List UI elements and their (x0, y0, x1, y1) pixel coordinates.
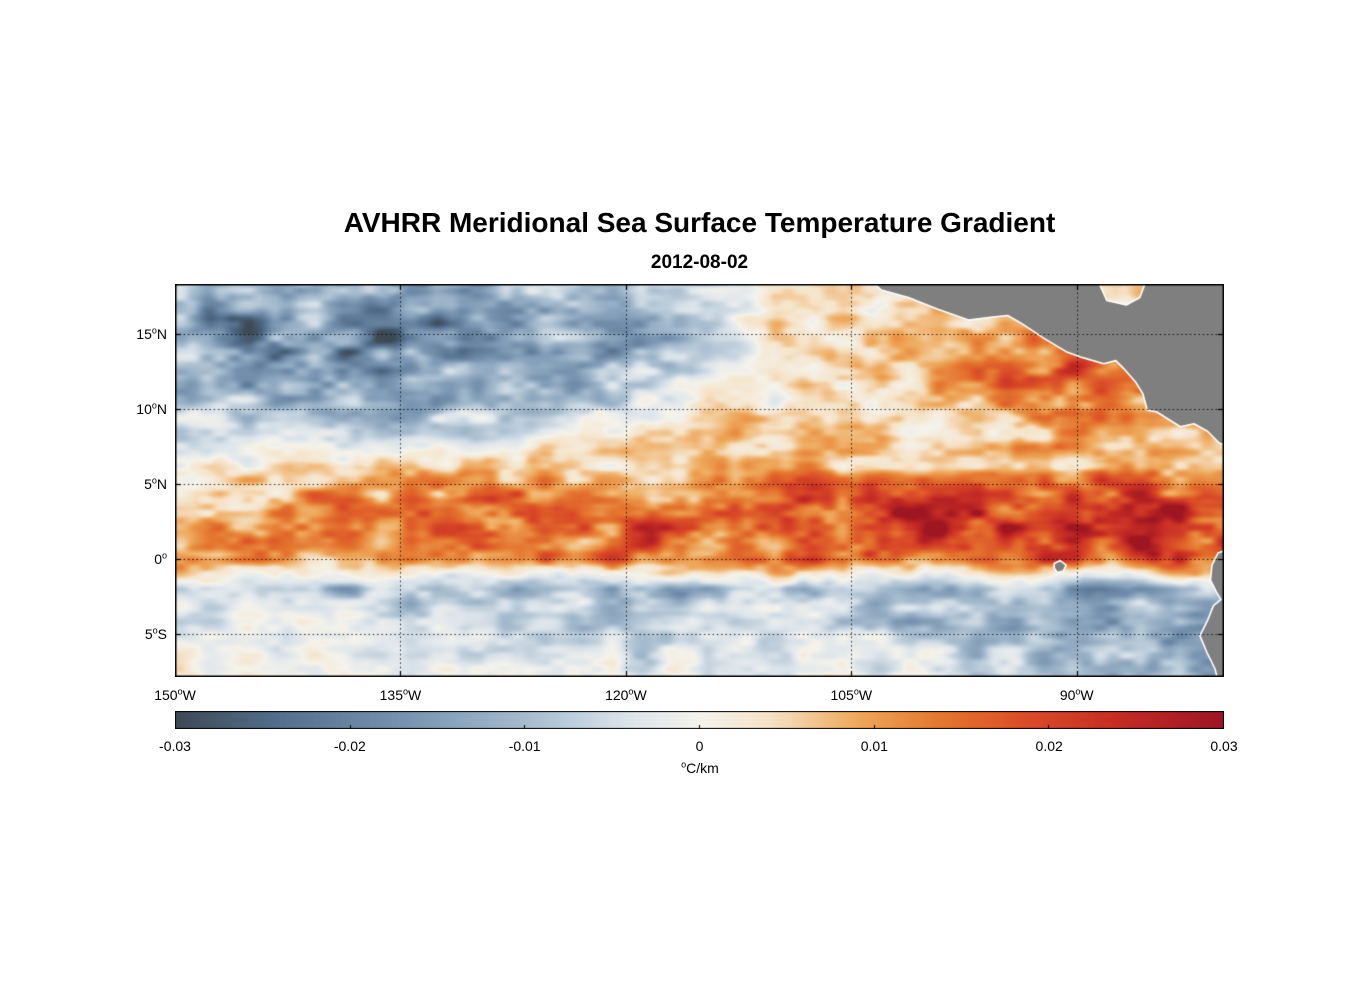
colorbar-tick-label: 0.03 (1210, 738, 1238, 754)
y-tick-label: 5oS (144, 625, 167, 643)
colorbar-tick-label: 0.02 (1035, 738, 1063, 754)
figure-title: AVHRR Meridional Sea Surface Temperature… (343, 207, 1056, 238)
y-tick-label: 10oN (136, 400, 167, 417)
colorbar-unit-label: oC/km (600, 760, 800, 776)
colorbar-gradient-canvas (175, 711, 1224, 729)
colorbar-tick-label: 0 (695, 738, 704, 754)
x-tick-label: 150oW (154, 686, 196, 703)
colorbar-tick-label: -0.03 (159, 738, 191, 754)
y-tick-label: 0o (154, 550, 167, 568)
degree-symbol: o (681, 759, 687, 770)
x-tick-label: 135oW (379, 686, 422, 703)
unit-text: C/km (686, 760, 719, 776)
figure-date: 2012-08-02 (650, 252, 749, 273)
x-tick-label: 120oW (605, 686, 647, 703)
x-tick-label: 90oW (1059, 686, 1094, 703)
colorbar-tick-label: -0.01 (508, 738, 541, 754)
colorbar-tick-label: -0.02 (333, 738, 366, 754)
colorbar-tick-label: 0.01 (860, 738, 888, 754)
y-tick-label: 15oN (136, 324, 167, 342)
sst-gradient-heatmap-canvas (175, 284, 1224, 677)
x-tick-label: 105oW (830, 686, 873, 703)
y-tick-label: 5oN (144, 475, 167, 492)
